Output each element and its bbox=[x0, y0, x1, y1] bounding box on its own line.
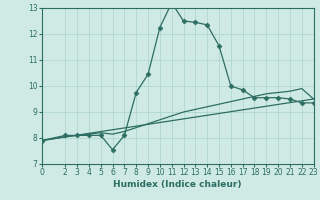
X-axis label: Humidex (Indice chaleur): Humidex (Indice chaleur) bbox=[113, 180, 242, 189]
